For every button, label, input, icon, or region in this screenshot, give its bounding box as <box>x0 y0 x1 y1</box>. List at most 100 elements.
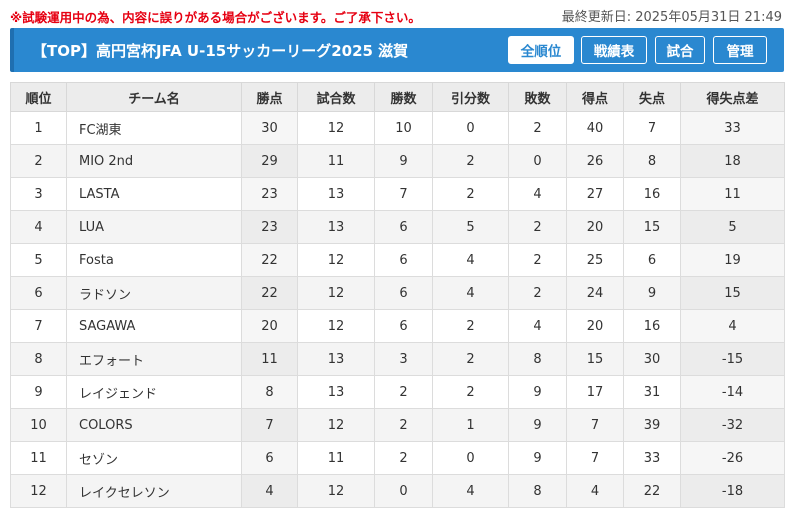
goals-against-cell: 8 <box>623 144 681 178</box>
table-row: 6 ラドソン 22 12 6 4 2 24 9 15 <box>10 276 785 310</box>
standings-table-container: 順位 チーム名 勝点 試合数 勝数 引分数 敗数 得点 失点 得失点差 1 FC湖東 30 12 10 0 2… <box>10 82 785 508</box>
played-cell: 13 <box>297 342 375 376</box>
wins-cell: 9 <box>374 144 433 178</box>
goals-against-cell: 16 <box>623 309 681 343</box>
table-row: 3 LASTA 23 13 7 2 4 27 16 11 <box>10 177 785 211</box>
rank-cell: 1 <box>10 111 67 145</box>
team-name-cell: レイクセレソン <box>66 474 242 508</box>
draws-cell: 1 <box>432 408 509 442</box>
points-cell: 20 <box>241 309 298 343</box>
nav-admin-button[interactable]: 管理 <box>713 36 767 64</box>
wins-cell: 7 <box>374 177 433 211</box>
played-cell: 12 <box>297 111 375 145</box>
goals-for-cell: 26 <box>566 144 624 178</box>
draws-cell: 0 <box>432 441 509 475</box>
column-header: 敗数 <box>508 82 567 112</box>
team-name-cell: SAGAWA <box>66 309 242 343</box>
rank-cell: 9 <box>10 375 67 409</box>
rank-cell: 4 <box>10 210 67 244</box>
column-header: 勝数 <box>374 82 433 112</box>
goal-diff-cell: 11 <box>680 177 785 211</box>
wins-cell: 6 <box>374 243 433 277</box>
standings-table: 順位 チーム名 勝点 試合数 勝数 引分数 敗数 得点 失点 得失点差 1 FC湖東 30 12 10 0 2… <box>10 82 785 508</box>
wins-cell: 2 <box>374 408 433 442</box>
league-title: 【TOP】高円宮杯JFA U-15サッカーリーグ2025 滋賀 <box>32 42 409 60</box>
goals-against-cell: 15 <box>623 210 681 244</box>
points-cell: 23 <box>241 177 298 211</box>
goal-diff-cell: -14 <box>680 375 785 409</box>
played-cell: 13 <box>297 177 375 211</box>
wins-cell: 6 <box>374 210 433 244</box>
played-cell: 11 <box>297 441 375 475</box>
draws-cell: 0 <box>432 111 509 145</box>
draws-cell: 2 <box>432 342 509 376</box>
losses-cell: 2 <box>508 243 567 277</box>
wins-cell: 6 <box>374 309 433 343</box>
losses-cell: 8 <box>508 342 567 376</box>
goals-against-cell: 31 <box>623 375 681 409</box>
team-name-cell: LASTA <box>66 177 242 211</box>
goal-diff-cell: 18 <box>680 144 785 178</box>
column-header: 試合数 <box>297 82 375 112</box>
points-cell: 22 <box>241 276 298 310</box>
points-cell: 11 <box>241 342 298 376</box>
goals-for-cell: 25 <box>566 243 624 277</box>
wins-cell: 6 <box>374 276 433 310</box>
rank-cell: 5 <box>10 243 67 277</box>
draws-cell: 4 <box>432 276 509 310</box>
goals-for-cell: 7 <box>566 441 624 475</box>
points-cell: 8 <box>241 375 298 409</box>
losses-cell: 2 <box>508 210 567 244</box>
losses-cell: 8 <box>508 474 567 508</box>
table-header-row: 順位 チーム名 勝点 試合数 勝数 引分数 敗数 得点 失点 得失点差 <box>10 82 785 112</box>
wins-cell: 2 <box>374 441 433 475</box>
league-header: 【TOP】高円宮杯JFA U-15サッカーリーグ2025 滋賀 全順位 戦績表 … <box>10 28 784 72</box>
table-row: 10 COLORS 7 12 2 1 9 7 39 -32 <box>10 408 785 442</box>
nav-results-button[interactable]: 戦績表 <box>581 36 647 64</box>
played-cell: 13 <box>297 210 375 244</box>
goal-diff-cell: 15 <box>680 276 785 310</box>
team-name-cell: COLORS <box>66 408 242 442</box>
played-cell: 13 <box>297 375 375 409</box>
losses-cell: 0 <box>508 144 567 178</box>
played-cell: 11 <box>297 144 375 178</box>
draws-cell: 4 <box>432 474 509 508</box>
goals-against-cell: 9 <box>623 276 681 310</box>
top-info-line: ※試験運用中の為、内容に誤りがある場合がございます。ご了承下さい。 最終更新日:… <box>0 0 796 28</box>
draws-cell: 2 <box>432 177 509 211</box>
draws-cell: 2 <box>432 144 509 178</box>
draws-cell: 2 <box>432 375 509 409</box>
rank-cell: 10 <box>10 408 67 442</box>
losses-cell: 2 <box>508 276 567 310</box>
team-name-cell: エフォート <box>66 342 242 376</box>
goals-against-cell: 16 <box>623 177 681 211</box>
points-cell: 4 <box>241 474 298 508</box>
team-name-cell: Fosta <box>66 243 242 277</box>
rank-cell: 6 <box>10 276 67 310</box>
goals-for-cell: 27 <box>566 177 624 211</box>
wins-cell: 10 <box>374 111 433 145</box>
points-cell: 30 <box>241 111 298 145</box>
goal-diff-cell: 33 <box>680 111 785 145</box>
goals-against-cell: 7 <box>623 111 681 145</box>
goals-for-cell: 15 <box>566 342 624 376</box>
points-cell: 7 <box>241 408 298 442</box>
goals-for-cell: 20 <box>566 309 624 343</box>
goals-against-cell: 22 <box>623 474 681 508</box>
draws-cell: 5 <box>432 210 509 244</box>
goals-against-cell: 30 <box>623 342 681 376</box>
rank-cell: 11 <box>10 441 67 475</box>
column-header: 失点 <box>623 82 681 112</box>
table-row: 11 セゾン 6 11 2 0 9 7 33 -26 <box>10 441 785 475</box>
nav-standings-button[interactable]: 全順位 <box>508 36 574 64</box>
rank-cell: 7 <box>10 309 67 343</box>
goal-diff-cell: -26 <box>680 441 785 475</box>
losses-cell: 9 <box>508 441 567 475</box>
goals-for-cell: 24 <box>566 276 624 310</box>
nav-matches-button[interactable]: 試合 <box>655 36 705 64</box>
table-row: 1 FC湖東 30 12 10 0 2 40 7 33 <box>10 111 785 145</box>
losses-cell: 9 <box>508 408 567 442</box>
column-header: 勝点 <box>241 82 298 112</box>
played-cell: 12 <box>297 276 375 310</box>
last-updated: 最終更新日: 2025年05月31日 21:49 <box>561 10 782 25</box>
